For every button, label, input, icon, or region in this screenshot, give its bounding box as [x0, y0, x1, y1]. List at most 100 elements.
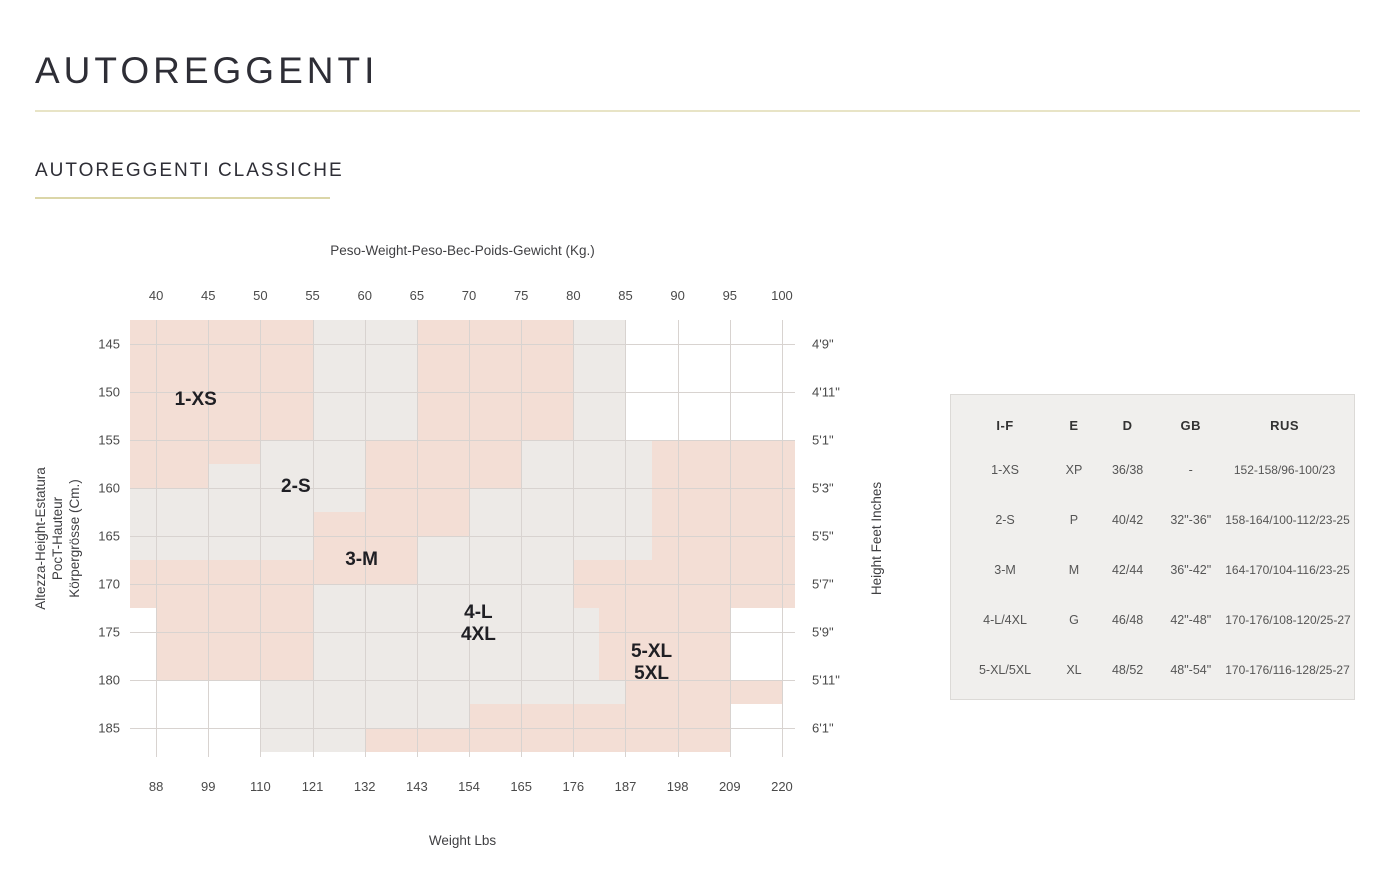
- table-cell: 3-M: [994, 563, 1016, 577]
- grid-line-horizontal: [130, 632, 795, 634]
- table-row: 2-S P 40/42 32"-36" 158-164/100-112/23-25: [961, 495, 1350, 545]
- grid-line-horizontal: [130, 344, 795, 345]
- y-tick-label-feet: 5'11": [812, 672, 840, 688]
- size-chart: Peso-Weight-Peso-Bec-Poids-Gewicht (Kg.)…: [33, 243, 885, 848]
- size-region-pink: [469, 704, 730, 729]
- y-tick-label-cm: 155: [98, 432, 120, 448]
- size-region-label: 4-L 4XL: [461, 602, 496, 646]
- table-cell: 1-XS: [991, 463, 1019, 477]
- table-row: 5-XL/5XL XL 48/52 48"-54" 170-176/116-128/25…: [961, 645, 1350, 695]
- size-region-gray: [469, 488, 652, 537]
- y-tick-label-feet: 5'1": [812, 432, 834, 448]
- x-tick-label-kg: 65: [409, 288, 425, 303]
- table-row: 4-L/4XL G 46/48 42"-48" 170-176/108-120/25-2…: [961, 595, 1351, 645]
- table-header-cell: I-F: [996, 417, 1014, 433]
- x-tick-label-kg: 75: [513, 288, 529, 303]
- table-header-cell: D: [1122, 417, 1133, 433]
- size-region-gray: [260, 680, 626, 705]
- size-region-pink: [130, 440, 261, 465]
- x-tick-label-kg: 80: [566, 288, 581, 303]
- size-region-gray: [416, 560, 574, 585]
- table-header-cell: E: [1069, 417, 1079, 433]
- left-axis-title: Altezza-Height-Estatura PocT-Hauteur Körpe…: [27, 320, 87, 757]
- table-cell: -: [1188, 463, 1193, 477]
- y-tick-label-feet: 5'5": [812, 528, 834, 544]
- x-tick-label-lbs: 209: [718, 779, 741, 794]
- grid-line-vertical: [521, 320, 523, 757]
- size-region-gray: [312, 608, 600, 681]
- grid-line-vertical: [573, 320, 575, 757]
- size-region-gray: [521, 440, 652, 489]
- size-region-pink: [651, 440, 795, 609]
- x-tick-label-kg: 70: [461, 288, 477, 303]
- grid-line-horizontal: [130, 488, 795, 490]
- table-header-row: I-F E D GB RUS: [961, 405, 1344, 445]
- size-region-label-line: 4-L: [464, 602, 493, 624]
- grid-line-vertical: [312, 320, 314, 757]
- size-region-label: 5-XL 5XL: [631, 641, 672, 685]
- table-cell: 170-176/116-128/25-27: [1225, 663, 1350, 677]
- size-region-label-line: 5XL: [634, 662, 669, 684]
- y-tick-label-cm: 160: [98, 480, 120, 496]
- x-tick-label-kg: 45: [201, 288, 216, 303]
- grid-line-vertical: [677, 320, 679, 757]
- table-cell: G: [1069, 613, 1079, 627]
- grid-line-vertical: [416, 320, 418, 757]
- y-tick-label-feet: 6'1": [812, 720, 834, 736]
- y-tick-label-cm: 180: [98, 672, 120, 688]
- table-cell: 152-158/96-100/23: [1233, 463, 1336, 477]
- y-tick-label-feet: 5'9": [812, 624, 834, 640]
- y-tick-label-cm: 175: [98, 624, 120, 640]
- grid-line-vertical: [260, 320, 262, 757]
- size-region-pink: [599, 608, 730, 681]
- grid-line-vertical: [469, 320, 471, 757]
- x-tick-label-lbs: 198: [666, 779, 689, 794]
- grid-line-vertical: [208, 320, 210, 757]
- table-cell: 36/38: [1111, 463, 1144, 477]
- table-cell: 2-S: [995, 513, 1015, 527]
- size-region-label-line: 3-M: [345, 549, 378, 571]
- table-cell: M: [1068, 563, 1080, 577]
- x-tick-label-kg: 40: [148, 288, 164, 303]
- table-cell: P: [1069, 513, 1079, 527]
- table-cell: 42/44: [1111, 563, 1144, 577]
- size-region-label-line: 4XL: [460, 624, 496, 646]
- table-row: 3-M M 42/44 36"-42" 164-170/104-116/23-25: [961, 545, 1350, 595]
- size-region-pink: [130, 320, 313, 441]
- table-cell: 40/42: [1111, 513, 1144, 527]
- table-cell: 4-L/4XL: [983, 613, 1027, 627]
- size-region-gray: [312, 488, 365, 513]
- x-tick-label-kg: 95: [722, 288, 738, 303]
- table-cell: 164-170/104-116/23-25: [1225, 563, 1350, 577]
- table-cell: 158-164/100-112/23-25: [1225, 513, 1350, 527]
- size-region-gray: [208, 464, 261, 489]
- x-tick-label-lbs: 110: [250, 779, 271, 794]
- x-tick-label-lbs: 99: [201, 779, 216, 794]
- y-tick-label-cm: 170: [98, 576, 120, 592]
- grid-line-horizontal: [130, 584, 795, 586]
- table-cell: 46/48: [1111, 613, 1144, 627]
- x-tick-label-kg: 55: [305, 288, 320, 303]
- y-tick-label-cm: 165: [98, 528, 120, 544]
- grid-line-horizontal: [130, 680, 795, 682]
- x-tick-label-lbs: 88: [148, 779, 164, 794]
- x-tick-label-lbs: 121: [301, 779, 324, 794]
- right-axis-title: Height Feet Inches: [869, 481, 885, 596]
- y-tick-label-feet: 5'3": [812, 480, 834, 496]
- table-header-cell: GB: [1180, 417, 1202, 433]
- grid-line-horizontal: [130, 728, 795, 730]
- size-region-gray: [416, 536, 652, 561]
- x-tick-label-lbs: 132: [353, 779, 376, 794]
- section-divider: [35, 197, 330, 199]
- size-region-pink: [625, 680, 782, 705]
- x-tick-label-lbs: 187: [614, 779, 637, 794]
- size-region-gray: [130, 488, 313, 561]
- table-cell: 32"-36": [1170, 513, 1212, 527]
- x-tick-label-lbs: 176: [562, 779, 585, 794]
- grid-line-vertical: [364, 320, 366, 757]
- size-region-pink: [312, 512, 470, 537]
- y-tick-label-feet: 5'7": [812, 576, 834, 592]
- left-axis-title-line: Altezza-Height-Estatura: [32, 467, 48, 610]
- size-table: I-F E D GB RUS 1-XS XP 36/38 - 152-158/96-100/23 2…: [950, 394, 1355, 700]
